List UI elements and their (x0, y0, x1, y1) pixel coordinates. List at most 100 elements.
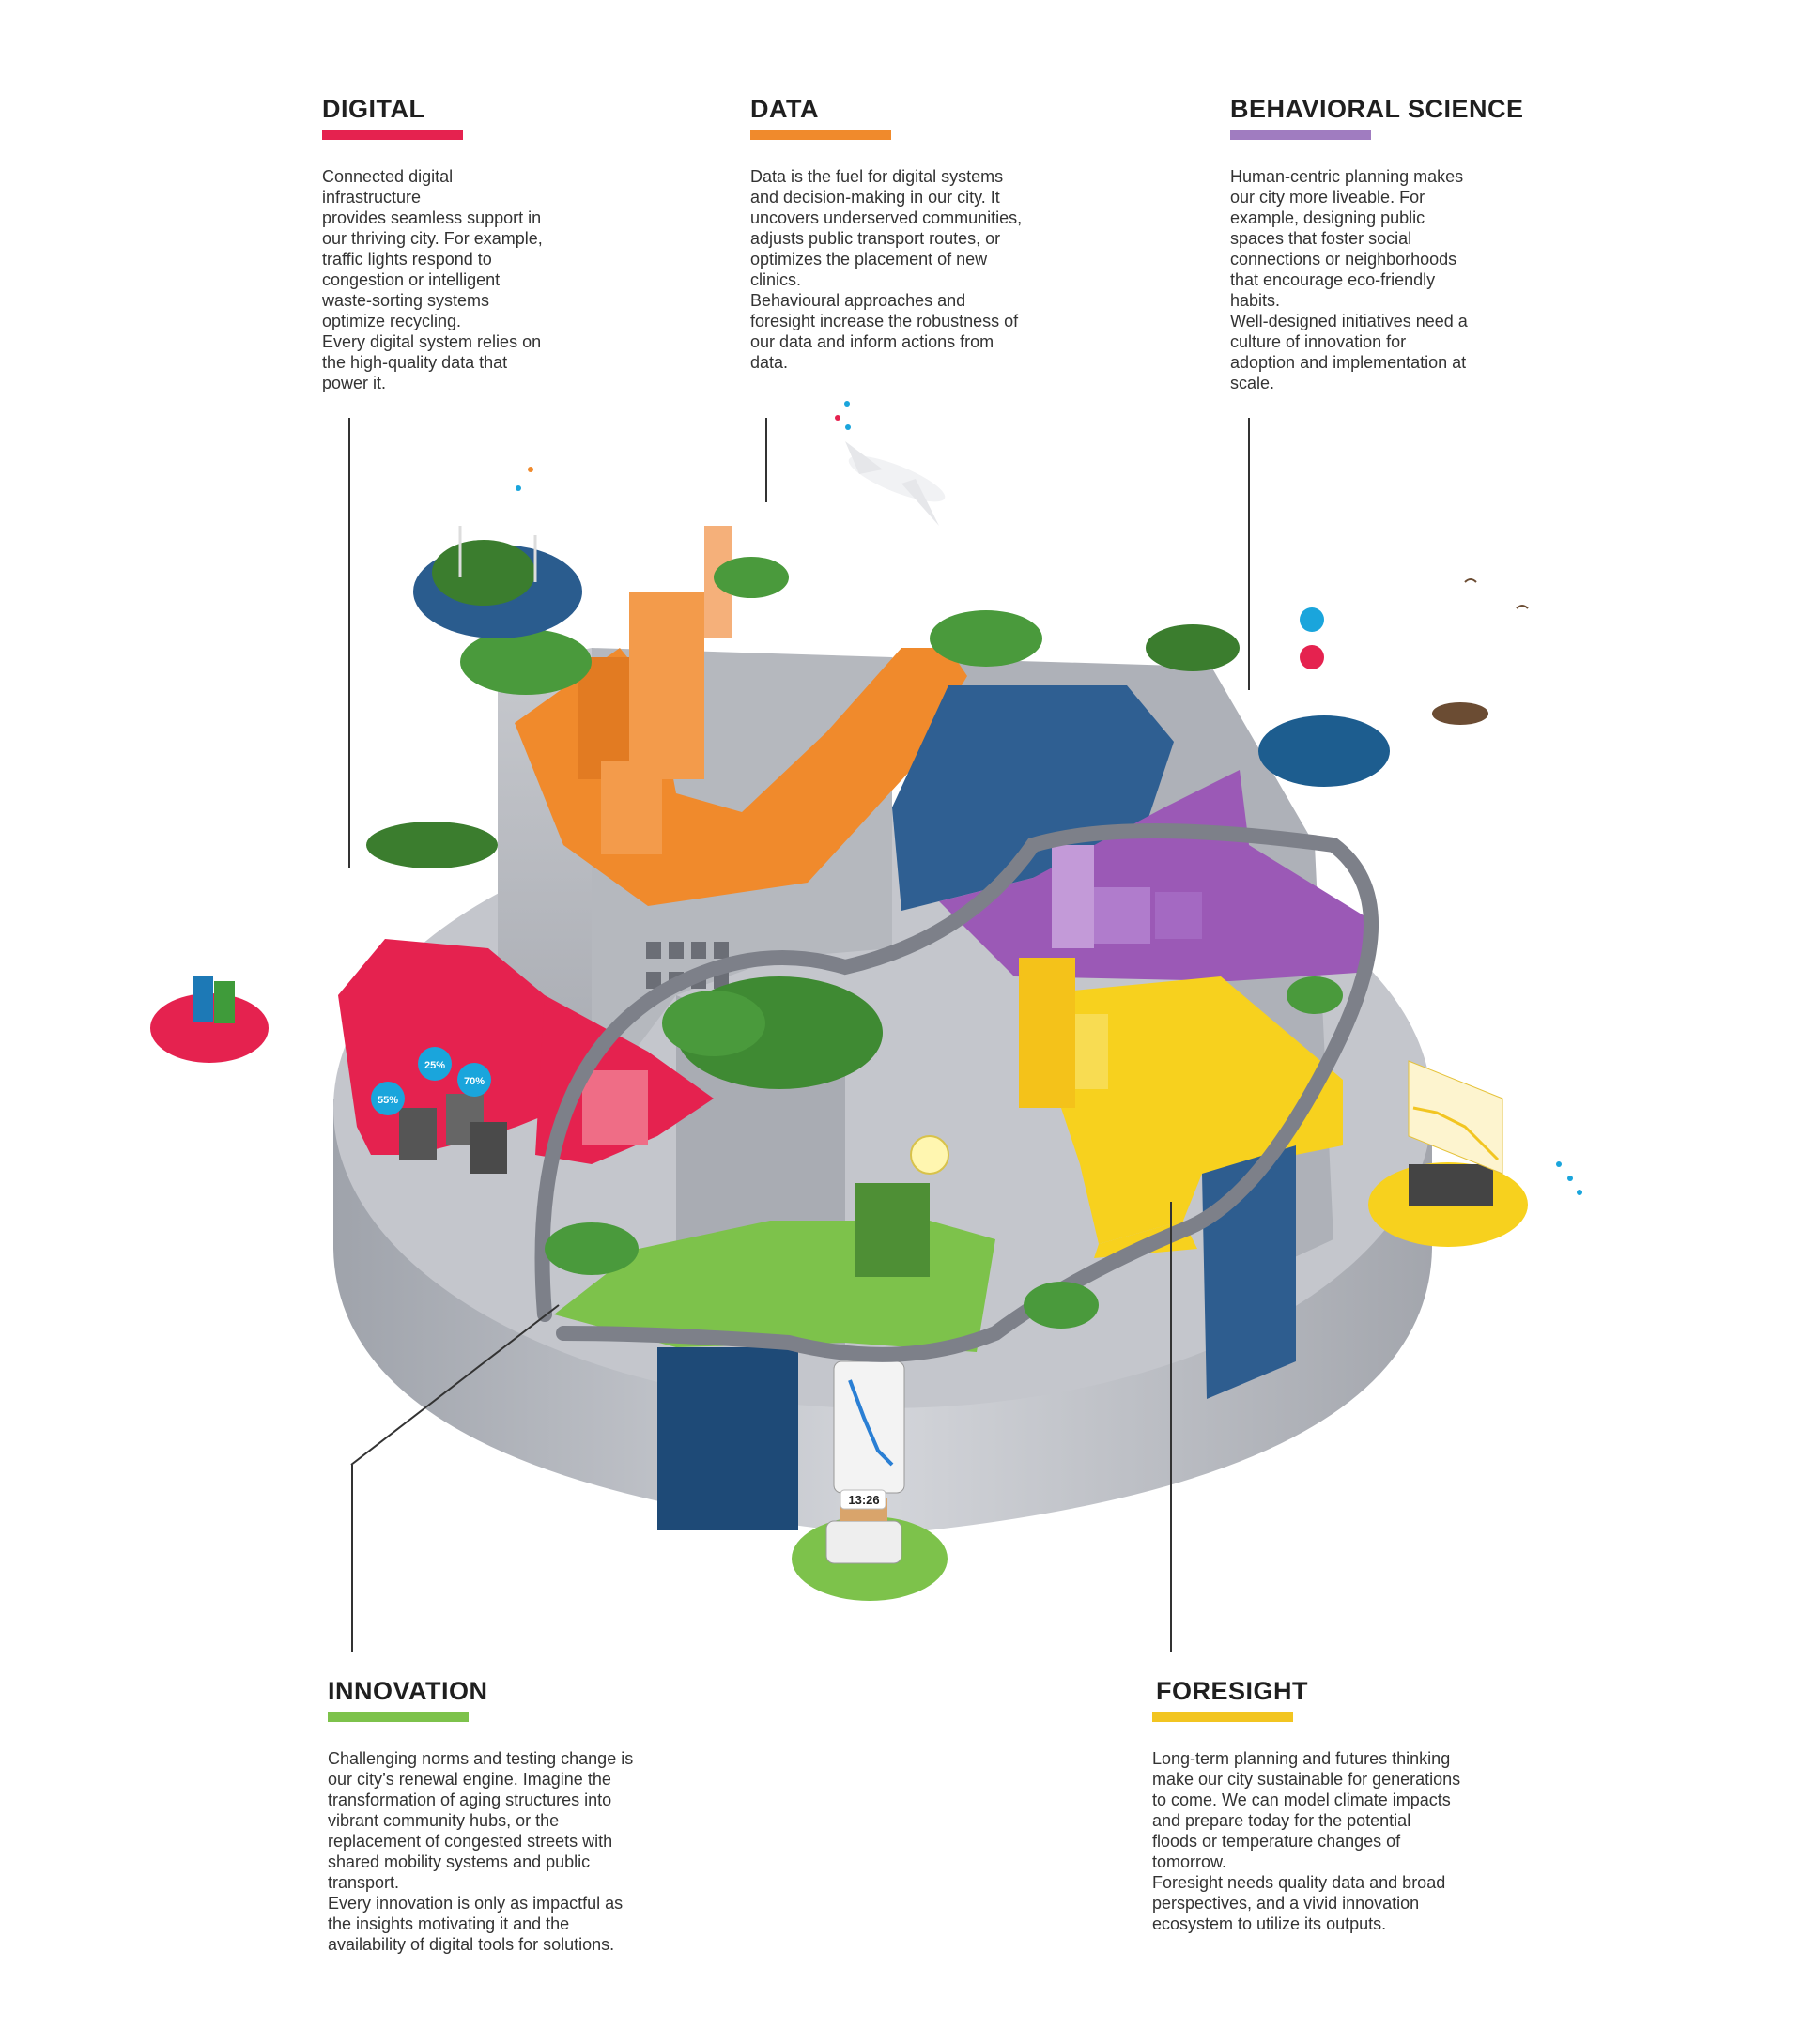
text-line: ecosystem to utilize its outputs. (1152, 1914, 1387, 1934)
text-line: replacement of congested streets with (328, 1832, 613, 1852)
bins-disc (150, 976, 269, 1063)
percent-label-c: 55% (378, 1095, 398, 1106)
leader-foresight (1170, 1202, 1172, 1652)
text-line: Foresight needs quality data and broad (1152, 1873, 1446, 1893)
text-line: and decision-making in our city. It (750, 188, 1000, 207)
text-line: the high-quality data that (322, 353, 508, 373)
percent-label-b: 70% (464, 1076, 485, 1087)
foresight-accent-bar (1152, 1712, 1293, 1723)
text-line: Challenging norms and testing change is (328, 1749, 634, 1769)
data-text: Data is the fuel for digital systems and… (750, 166, 1070, 373)
text-line: transformation of aging structures into (328, 1790, 612, 1810)
innovation-zone (554, 1135, 995, 1352)
text-line: Well-designed initiatives need a (1230, 312, 1468, 331)
text-line: traffic lights respond to (322, 250, 492, 269)
data-dots (516, 401, 1582, 1195)
text-line: scale. (1230, 374, 1275, 393)
behavioral-zone (939, 770, 1371, 981)
text-line: adoption and implementation at (1230, 353, 1467, 373)
text-line: that encourage eco-friendly (1230, 270, 1436, 290)
birds (1432, 578, 1529, 725)
delivery-clock: 13:26 (848, 1493, 879, 1507)
underwater-panel (657, 1347, 798, 1530)
digital-zone: 25% 70% 55% (338, 939, 714, 1174)
text-line: congestion or intelligent (322, 270, 501, 290)
climate-graph-card (1408, 1060, 1503, 1175)
text-line: example, designing public (1230, 208, 1425, 228)
text-line: Every digital system relies on (322, 332, 542, 352)
digital-panel: DIGITAL Connected digital infrastructure… (322, 94, 594, 393)
text-line: our data and inform actions from (750, 332, 994, 352)
text-line: adjusts public transport routes, or (750, 229, 1001, 249)
text-line: transport. (328, 1873, 400, 1893)
text-line: and prepare today for the potential (1152, 1811, 1411, 1831)
innovation-panel: INNOVATION Challenging norms and testing… (328, 1676, 685, 1955)
text-line: Behavioural approaches and (750, 291, 966, 311)
text-line: shared mobility systems and public (328, 1852, 591, 1872)
airplane-icon (845, 441, 946, 526)
text-line: optimize recycling. (322, 312, 462, 331)
text-line: waste-sorting systems (322, 291, 490, 311)
foresight-panel: FORESIGHT Long-term planning and futures… (1152, 1676, 1509, 1934)
text-line: foresight increase the robustness of (750, 312, 1019, 331)
text-line: connections or neighborhoods (1230, 250, 1457, 269)
text-line: Every innovation is only as impactful as (328, 1894, 624, 1913)
digital-accent-bar (322, 130, 463, 141)
text-line: Human-centric planning makes (1230, 167, 1464, 187)
text-line: tomorrow. (1152, 1852, 1227, 1872)
text-line: data. (750, 353, 789, 373)
leader-digital (348, 418, 350, 868)
percent-label-a: 25% (424, 1060, 445, 1071)
text-line: our city more liveable. For (1230, 188, 1425, 207)
text-line: habits. (1230, 291, 1281, 311)
foresight-text: Long-term planning and futures thinking … (1152, 1748, 1509, 1934)
leader-data (765, 418, 767, 502)
delivery-disc: 13:26 (792, 1489, 948, 1601)
behavioral-accent-bar (1230, 130, 1371, 141)
innovation-title: INNOVATION (328, 1677, 488, 1705)
text-line: power it. (322, 374, 387, 393)
text-line: clinics. (750, 270, 802, 290)
text-line: perspectives, and a vivid innovation (1152, 1894, 1420, 1913)
text-line: optimizes the placement of new (750, 250, 988, 269)
data-panel: DATA Data is the fuel for digital system… (750, 94, 1070, 373)
data-accent-bar (750, 130, 891, 141)
text-line: vibrant community hubs, or the (328, 1811, 560, 1831)
innovation-accent-bar (328, 1712, 469, 1723)
text-line: the insights motivating it and the (328, 1914, 570, 1934)
digital-title: DIGITAL (322, 95, 425, 123)
text-line: our thriving city. For example, (322, 229, 543, 249)
foresight-title: FORESIGHT (1156, 1677, 1309, 1705)
text-line: infrastructure (322, 188, 422, 207)
text-line: Data is the fuel for digital systems (750, 167, 1004, 187)
text-line: Long-term planning and futures thinking (1152, 1749, 1451, 1769)
text-line: uncovers underserved communities, (750, 208, 1023, 228)
text-line: Connected digital (322, 167, 454, 187)
data-zone (515, 526, 967, 906)
text-line: availability of digital tools for soluti… (328, 1935, 615, 1955)
water-tanks (399, 1094, 507, 1174)
leader-innovation-diagonal (350, 1304, 560, 1466)
text-line: our city’s renewal engine. Imagine the (328, 1770, 611, 1790)
text-line: make our city sustainable for generation… (1152, 1770, 1461, 1790)
map-phone (833, 1360, 905, 1494)
dam-disc (1368, 1162, 1528, 1247)
trees (366, 557, 1343, 1329)
elevated-track (534, 823, 1379, 1362)
behavioral-text: Human-centric planning makes our city mo… (1230, 166, 1531, 393)
text-line: to come. We can model climate impacts (1152, 1790, 1451, 1810)
wind-island (413, 526, 582, 638)
text-line: spaces that foster social (1230, 229, 1412, 249)
birds-disc (1258, 607, 1390, 787)
leader-innovation (351, 1465, 353, 1652)
behavioral-science-title: BEHAVIORAL SCIENCE (1230, 95, 1524, 123)
innovation-text: Challenging norms and testing change is … (328, 1748, 685, 1955)
text-line: culture of innovation for (1230, 332, 1407, 352)
text-line: provides seamless support in (322, 208, 542, 228)
behavioral-science-panel: BEHAVIORAL SCIENCE Human-centric plannin… (1230, 94, 1531, 393)
data-title: DATA (750, 95, 819, 123)
text-line: floods or temperature changes of (1152, 1832, 1401, 1852)
digital-text: Connected digital infrastructure provide… (322, 166, 594, 393)
leader-behavioral (1248, 418, 1250, 690)
